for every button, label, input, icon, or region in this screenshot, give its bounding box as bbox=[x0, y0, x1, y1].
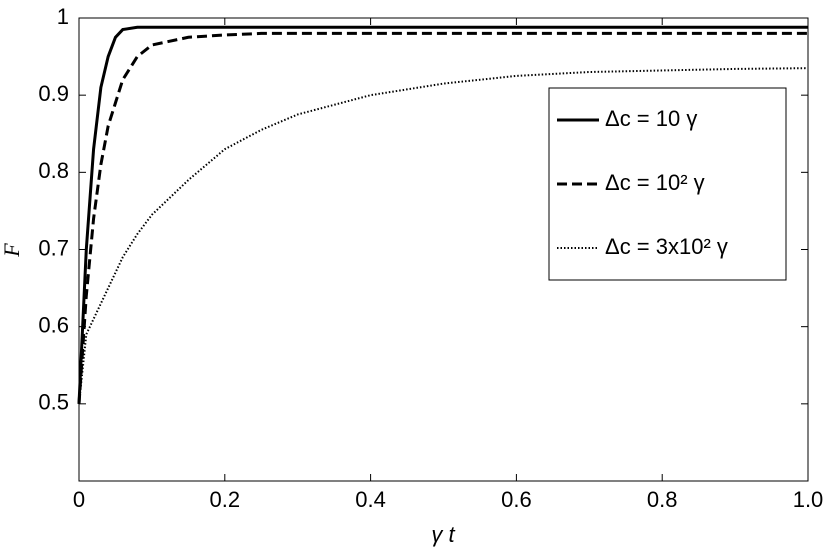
x-tick-label: 0.8 bbox=[647, 487, 678, 512]
legend-label: Δc = 3x10² γ bbox=[605, 234, 728, 259]
y-tick-label: 0.9 bbox=[38, 81, 69, 106]
x-tick-label: 0 bbox=[73, 487, 85, 512]
legend-label: Δc = 10 γ bbox=[605, 106, 697, 131]
y-tick-label: 0.7 bbox=[38, 235, 69, 260]
x-tick-label: 1.0 bbox=[793, 487, 824, 512]
x-tick-label: 0.2 bbox=[210, 487, 241, 512]
y-axis-label: F bbox=[0, 243, 24, 258]
y-tick-label: 0.6 bbox=[38, 312, 69, 337]
legend-label: Δc = 10² γ bbox=[605, 170, 705, 195]
y-tick-label: 1 bbox=[57, 4, 69, 29]
y-tick-label: 0.5 bbox=[38, 390, 69, 415]
series-line bbox=[77, 31, 808, 404]
series-line bbox=[78, 67, 809, 404]
y-tick-label: 0.8 bbox=[38, 158, 69, 183]
x-axis-label: γ t bbox=[431, 522, 455, 547]
x-tick-label: 0.4 bbox=[355, 487, 386, 512]
x-tick-label: 0.6 bbox=[501, 487, 532, 512]
series-line bbox=[77, 25, 808, 404]
